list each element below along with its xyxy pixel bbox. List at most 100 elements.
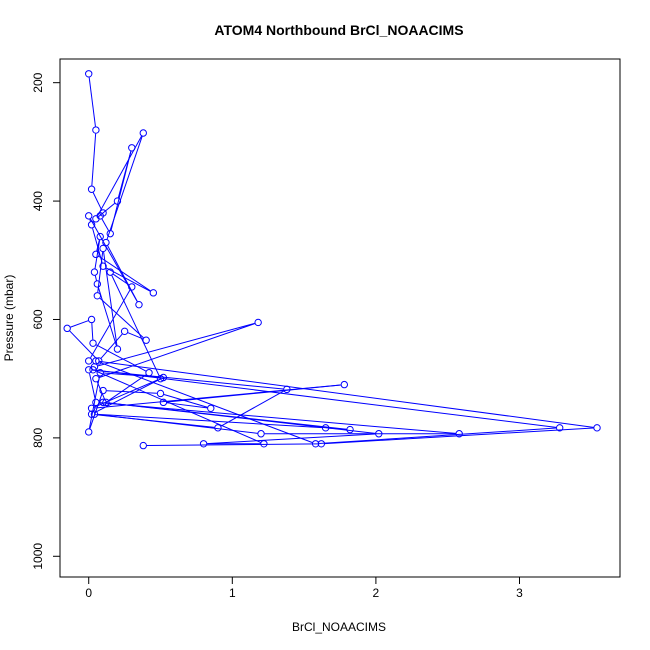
series-segment xyxy=(207,433,376,445)
data-lines xyxy=(69,77,594,447)
series-segment xyxy=(163,394,208,408)
data-point xyxy=(92,357,100,365)
series-segment xyxy=(98,202,115,217)
series-segment xyxy=(97,414,258,434)
x-tick-label: 1 xyxy=(229,586,236,600)
data-point xyxy=(135,300,143,309)
data-point xyxy=(159,373,168,382)
x-tick-label: 2 xyxy=(373,586,380,600)
data-point xyxy=(593,424,601,432)
data-point xyxy=(102,238,110,247)
data-point xyxy=(93,280,102,288)
data-point xyxy=(120,327,129,336)
data-point xyxy=(92,374,100,383)
data-point xyxy=(90,268,99,276)
data-point xyxy=(113,345,122,353)
series-segment xyxy=(94,378,161,414)
y-tick-label: 400 xyxy=(31,191,45,211)
series-segment xyxy=(88,77,96,127)
data-point xyxy=(87,315,96,324)
data-point xyxy=(375,430,383,438)
data-point xyxy=(207,404,215,412)
series-segment xyxy=(96,381,106,400)
x-tick-label: 0 xyxy=(85,586,92,600)
data-point xyxy=(99,262,107,270)
data-point xyxy=(63,324,71,333)
series-segment xyxy=(108,374,147,401)
series-segment xyxy=(99,361,313,443)
data-point xyxy=(95,357,103,365)
data-point xyxy=(139,441,147,450)
series-segment xyxy=(99,297,144,339)
data-point xyxy=(346,425,354,434)
series-segment xyxy=(89,219,91,222)
data-point xyxy=(89,339,97,347)
data-point xyxy=(93,292,102,300)
data-point xyxy=(87,221,96,229)
data-point xyxy=(89,366,97,374)
data-point xyxy=(455,430,463,438)
data-point xyxy=(92,215,100,223)
data-point xyxy=(555,424,564,432)
data-point xyxy=(96,232,104,241)
data-point xyxy=(199,440,208,448)
series-segment xyxy=(96,369,557,428)
series-segment xyxy=(96,370,261,443)
series-segment xyxy=(112,273,130,286)
series-segment xyxy=(319,427,557,445)
series-segment xyxy=(69,330,97,359)
data-point xyxy=(254,318,262,327)
data-point xyxy=(283,385,291,394)
data-point xyxy=(106,268,114,276)
data-point xyxy=(156,389,165,398)
y-tick-label: 200 xyxy=(31,72,45,92)
data-point xyxy=(149,289,158,297)
series-segment xyxy=(100,333,123,359)
series-segment xyxy=(97,322,255,367)
chart-title: ATOM4 Northbound BrCl_NOAACIMS xyxy=(214,22,463,38)
data-point xyxy=(214,424,222,432)
data-point xyxy=(92,126,100,134)
data-point xyxy=(311,440,320,448)
data-point xyxy=(317,440,326,448)
series-segment xyxy=(166,384,341,403)
series-segment xyxy=(106,136,143,240)
data-point xyxy=(128,144,136,152)
data-point xyxy=(113,197,122,205)
series-segment xyxy=(127,332,144,340)
data-point xyxy=(128,283,136,291)
data-point xyxy=(99,398,107,407)
series-segment xyxy=(146,443,318,447)
y-tick-label: 600 xyxy=(31,309,45,329)
x-axis: 0 1 2 3 xyxy=(85,577,523,600)
data-point xyxy=(87,410,96,418)
data-point xyxy=(340,380,349,389)
series-segment xyxy=(98,255,151,292)
y-axis-label: Pressure (mbar) xyxy=(2,275,16,362)
series-segment xyxy=(97,251,104,293)
series-segment xyxy=(106,402,376,434)
y-tick-label: 1000 xyxy=(31,543,45,570)
series-segment xyxy=(97,287,117,346)
data-point xyxy=(139,129,147,137)
series-segment xyxy=(88,376,101,429)
series-segment xyxy=(94,379,158,408)
x-axis-label: BrCl_NOAACIMS xyxy=(292,620,386,634)
series-segment xyxy=(94,240,101,269)
series-segment xyxy=(99,323,255,378)
series-segment xyxy=(92,192,102,210)
data-point xyxy=(85,70,93,78)
data-points xyxy=(63,70,601,450)
series-segment xyxy=(70,320,89,328)
series-segment xyxy=(101,218,109,231)
series-segment xyxy=(220,390,284,427)
series-segment xyxy=(99,360,594,428)
data-point xyxy=(260,440,268,448)
data-point xyxy=(92,250,100,259)
series-segment xyxy=(99,402,456,434)
data-point xyxy=(321,424,330,432)
data-point xyxy=(99,244,107,253)
data-point xyxy=(96,369,104,377)
series-segment xyxy=(89,373,96,399)
x-tick-label: 3 xyxy=(516,586,523,600)
